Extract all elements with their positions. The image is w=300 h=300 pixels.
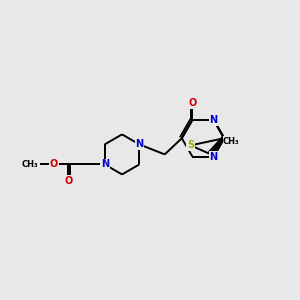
Text: N: N	[209, 152, 218, 162]
Text: O: O	[64, 176, 72, 186]
Text: CH₃: CH₃	[22, 160, 38, 169]
Text: N: N	[209, 115, 218, 125]
Text: N: N	[135, 140, 143, 149]
Text: CH₃: CH₃	[223, 137, 240, 146]
Text: O: O	[188, 98, 196, 108]
Text: N: N	[100, 159, 109, 170]
Text: S: S	[187, 140, 194, 150]
Text: O: O	[50, 159, 58, 170]
